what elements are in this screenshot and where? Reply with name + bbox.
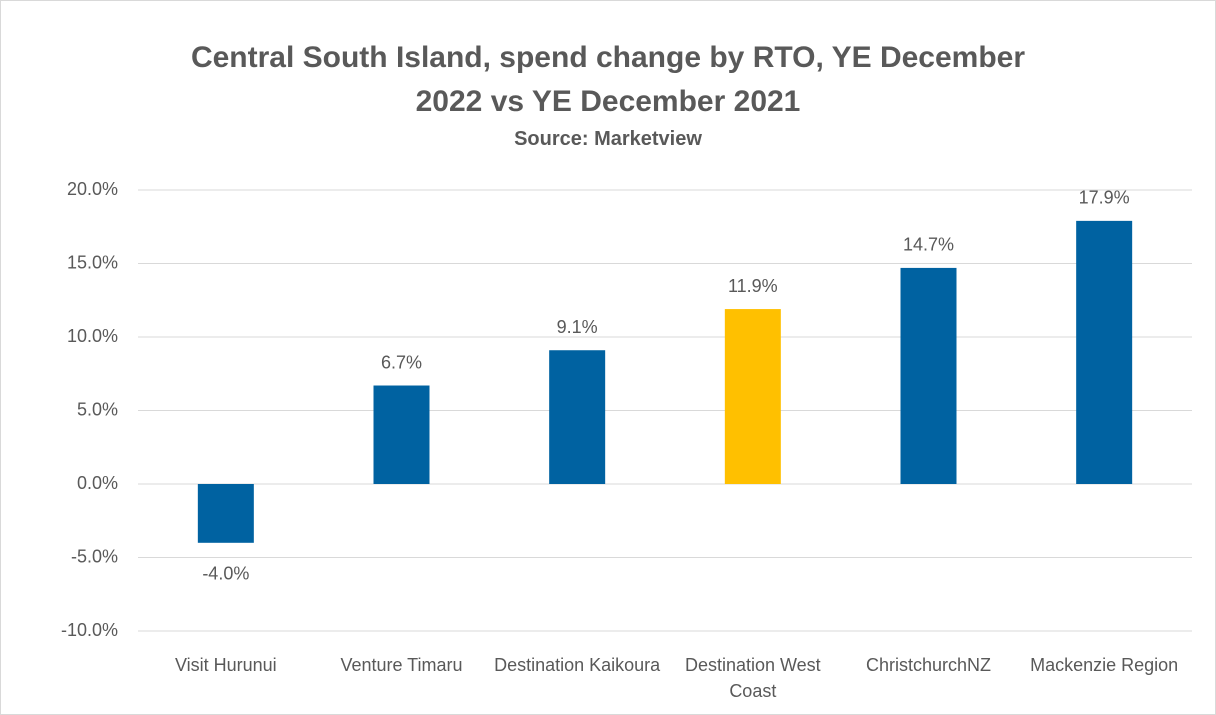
y-tick-label: 20.0% <box>67 179 118 199</box>
y-tick-label: -10.0% <box>61 620 118 640</box>
data-label: 17.9% <box>1079 188 1130 208</box>
y-tick-label: -5.0% <box>71 546 118 566</box>
y-tick-label: 5.0% <box>77 399 118 419</box>
data-label: 6.7% <box>381 352 422 372</box>
data-label: -4.0% <box>202 564 249 584</box>
y-tick-label: 15.0% <box>67 252 118 272</box>
x-tick-label: Destination West Coast <box>684 655 821 701</box>
y-tick-label: 0.0% <box>77 473 118 493</box>
chart-title: Central South Island, spend change by RT… <box>190 41 1026 118</box>
bar <box>373 385 430 484</box>
x-tick-label: ChristchurchNZ <box>865 655 991 675</box>
chart-subtitle: Source: Marketview <box>514 128 702 150</box>
data-label: 9.1% <box>557 317 598 337</box>
data-label: 14.7% <box>903 235 954 255</box>
data-label: 11.9% <box>728 276 778 296</box>
x-tick-label: Venture Timaru <box>340 655 463 675</box>
bar <box>1076 220 1133 484</box>
y-tick-label: 10.0% <box>67 326 118 346</box>
bar <box>549 350 606 484</box>
x-tick-label: Destination Kaikoura <box>494 655 661 675</box>
x-tick-label: Mackenzie Region <box>1030 655 1179 675</box>
bar <box>197 484 254 543</box>
x-tick-label: Visit Hurunui <box>174 655 277 675</box>
bar <box>900 267 957 484</box>
bar <box>724 309 781 484</box>
